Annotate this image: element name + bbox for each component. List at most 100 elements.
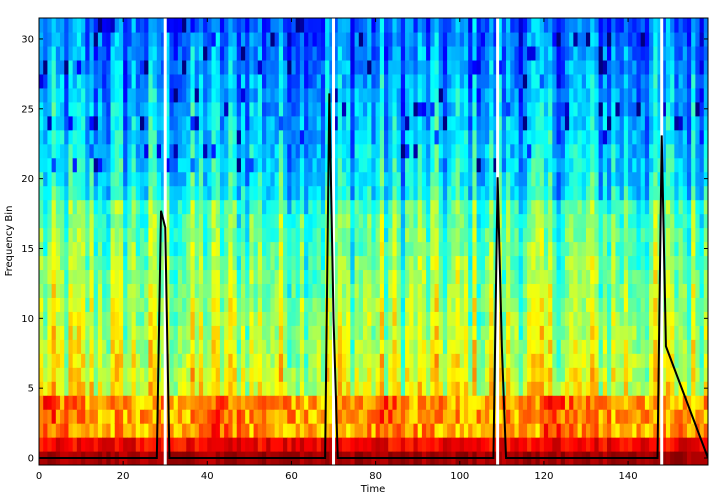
heatmap-cell [577, 143, 583, 159]
heatmap-cell [203, 31, 208, 47]
heatmap-cell [644, 269, 650, 285]
heatmap-cell [674, 437, 680, 452]
heatmap-cell [299, 101, 305, 117]
heatmap-cell [161, 157, 166, 173]
heatmap-cell [451, 31, 457, 47]
heatmap-cell [506, 143, 511, 159]
heatmap-cell [198, 143, 204, 159]
heatmap-cell [161, 409, 166, 424]
heatmap-cell [607, 199, 612, 215]
heatmap-cell [421, 353, 427, 368]
heatmap-cell [573, 59, 579, 75]
heatmap-cell [451, 367, 457, 382]
heatmap-cell [602, 311, 608, 326]
heatmap-cell [337, 115, 343, 131]
heatmap-cell [106, 73, 112, 89]
heatmap-cell [232, 339, 238, 354]
heatmap-cell [139, 129, 145, 145]
heatmap-cell [556, 395, 562, 410]
heatmap-cell [341, 255, 347, 271]
heatmap-cell [152, 185, 158, 201]
heatmap-cell [362, 87, 368, 103]
heatmap-cell [560, 185, 566, 201]
heatmap-cell [362, 18, 368, 33]
heatmap-cell [379, 73, 385, 89]
heatmap-cell [476, 381, 482, 396]
heatmap-cell [459, 395, 465, 410]
heatmap-cell [543, 381, 549, 396]
heatmap-cell [161, 283, 166, 298]
heatmap-cell [636, 395, 642, 410]
heatmap-cell [236, 367, 242, 382]
heatmap-cell [39, 213, 44, 229]
heatmap-cell [60, 353, 65, 368]
heatmap-cell [341, 129, 347, 145]
heatmap-cell [362, 409, 368, 424]
heatmap-cell [51, 87, 57, 103]
heatmap-cell [623, 87, 629, 103]
heatmap-cell [81, 87, 86, 103]
heatmap-cell [371, 395, 377, 410]
heatmap-cell [118, 115, 124, 131]
heatmap-cell [76, 59, 82, 75]
heatmap-cell [135, 45, 141, 61]
heatmap-cell [455, 423, 461, 438]
heatmap-cell [114, 213, 120, 229]
heatmap-cell [649, 101, 654, 117]
heatmap-cell [55, 185, 61, 201]
heatmap-cell [102, 381, 107, 396]
heatmap-cell [312, 87, 318, 103]
heatmap-cell [497, 395, 503, 410]
heatmap-cell [316, 297, 322, 312]
heatmap-cell [653, 101, 659, 117]
heatmap-cell [384, 423, 389, 438]
heatmap-cell [274, 59, 280, 75]
heatmap-cell [295, 339, 301, 354]
heatmap-cell [665, 101, 671, 117]
heatmap-cell [569, 199, 574, 215]
heatmap-cell [186, 157, 192, 173]
heatmap-cell [434, 297, 440, 312]
heatmap-cell [224, 101, 229, 117]
heatmap-cell [266, 143, 272, 159]
heatmap-cell [211, 101, 217, 117]
heatmap-cell [691, 451, 696, 465]
heatmap-cell [619, 241, 625, 257]
heatmap-cell [619, 18, 625, 33]
heatmap-cell [543, 87, 549, 103]
heatmap-cell [514, 395, 520, 410]
heatmap-cell [430, 45, 436, 61]
heatmap-cell [60, 115, 65, 131]
heatmap-cell [236, 227, 242, 243]
heatmap-cell [72, 241, 78, 257]
heatmap-cell [320, 311, 326, 326]
heatmap-cell [522, 423, 528, 438]
heatmap-cell [127, 199, 133, 215]
heatmap-cell [358, 423, 364, 438]
heatmap-cell [480, 241, 486, 257]
heatmap-cell [72, 395, 78, 410]
heatmap-cell [628, 213, 633, 229]
heatmap-cell [476, 311, 482, 326]
heatmap-cell [472, 227, 478, 243]
heatmap-cell [278, 437, 284, 452]
heatmap-cell [665, 283, 671, 298]
heatmap-cell [455, 199, 461, 215]
heatmap-cell [421, 45, 427, 61]
heatmap-cell [535, 143, 541, 159]
heatmap-cell [451, 255, 457, 271]
heatmap-cell [602, 241, 608, 257]
heatmap-cell [123, 213, 128, 229]
heatmap-cell [299, 31, 305, 47]
heatmap-cell [257, 241, 263, 257]
heatmap-cell [232, 255, 238, 271]
heatmap-cell [653, 423, 659, 438]
heatmap-cell [573, 101, 579, 117]
heatmap-cell [102, 185, 107, 201]
heatmap-cell [51, 283, 57, 298]
heatmap-cell [602, 227, 608, 243]
heatmap-cell [686, 325, 692, 340]
heatmap-cell [644, 143, 650, 159]
heatmap-cell [674, 241, 680, 257]
heatmap-cell [417, 409, 423, 424]
